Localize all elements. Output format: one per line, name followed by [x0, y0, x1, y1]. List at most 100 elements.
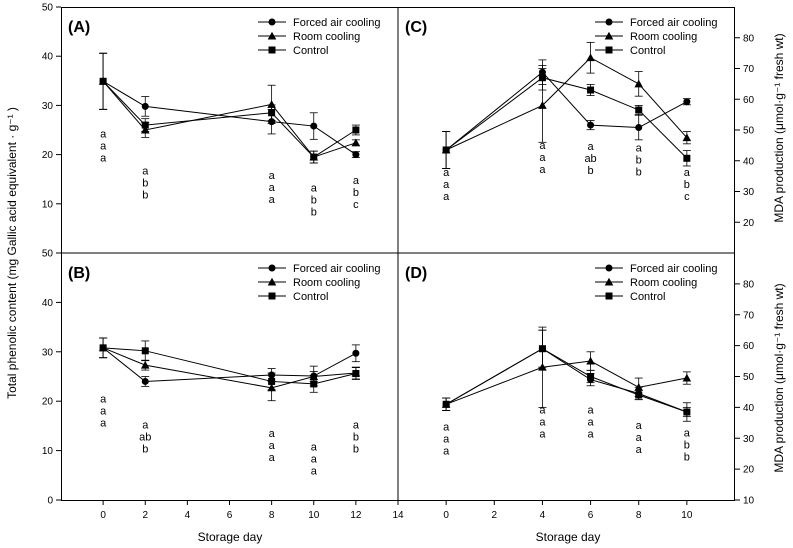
- legend-label: Forced air cooling: [293, 263, 380, 275]
- legend-label: Room cooling: [630, 277, 697, 289]
- significance-letter: a: [443, 179, 450, 191]
- significance-letter: a: [269, 182, 276, 194]
- significance-letter: a: [353, 419, 360, 431]
- data-point: [352, 349, 360, 357]
- significance-letter: a: [539, 152, 546, 164]
- x-tick-label: 2: [142, 510, 148, 521]
- significance-letter: a: [443, 434, 450, 446]
- series-control: [442, 65, 691, 169]
- significance-letter: a: [636, 432, 643, 444]
- series-room-cooling: [441, 326, 692, 411]
- significance-letter: a: [684, 167, 691, 179]
- significance-letter: b: [142, 177, 148, 189]
- significance-letter: a: [443, 446, 450, 458]
- legend-marker: [605, 46, 613, 54]
- x-tick-label: 10: [308, 510, 320, 521]
- legend-marker: [267, 31, 277, 40]
- series-line: [445, 57, 688, 151]
- panel-label-a: (A): [68, 19, 90, 36]
- y-tick-label: 30: [743, 434, 755, 445]
- significance-letter: b: [684, 179, 690, 191]
- significance-letter: b: [588, 165, 594, 177]
- legend-label: Forced air cooling: [630, 17, 717, 29]
- series-line: [102, 80, 357, 158]
- y-tick-label: 40: [743, 403, 755, 414]
- significance-letter: b: [142, 189, 148, 201]
- significance-letter: a: [100, 406, 107, 418]
- series-room-cooling: [98, 52, 361, 164]
- series-forced-air-cooling: [442, 59, 691, 169]
- y-tick-label: 10: [42, 446, 54, 457]
- panel-d: (D)0 2 4 6 8 101020304050607080aaaaaaaaaaaaab…: [405, 263, 755, 521]
- series-line: [102, 80, 357, 156]
- y-tick-label: 50: [743, 126, 755, 137]
- data-point: [635, 391, 643, 399]
- legend-marker: [605, 264, 613, 272]
- x-tick-label: 6: [588, 510, 594, 521]
- y-axis-title-right-bottom: MDA production (μmol·g⁻¹ fresh wt): [772, 283, 786, 472]
- y-tick-label: 20: [42, 397, 54, 408]
- significance-letter: a: [539, 140, 546, 152]
- significance-letter: b: [142, 443, 148, 455]
- significance-letter: a: [539, 164, 546, 176]
- data-point: [310, 380, 318, 388]
- significance-letter: b: [636, 167, 642, 179]
- legend-marker: [268, 264, 276, 272]
- series-line: [445, 348, 688, 413]
- series-room-cooling: [441, 41, 692, 169]
- panel-label-c: (C): [405, 19, 427, 36]
- data-point: [587, 86, 595, 94]
- data-point: [352, 370, 360, 378]
- y-tick-label: 70: [743, 64, 755, 75]
- y-tick-label: 80: [743, 33, 755, 44]
- significance-letter: a: [100, 128, 107, 140]
- significance-letter: b: [311, 207, 317, 219]
- data-point: [140, 360, 150, 369]
- data-point: [587, 121, 595, 129]
- y-axis-title-right-top: MDA production (μmol·g⁻¹ fresh wt): [772, 33, 786, 222]
- y-tick-label: 0: [47, 496, 53, 507]
- significance-letter: a: [684, 428, 691, 440]
- series-line: [102, 347, 356, 389]
- significance-letter: b: [684, 452, 690, 464]
- series-line: [445, 348, 688, 413]
- y-tick-label: 60: [743, 341, 755, 352]
- legend-marker: [267, 277, 277, 286]
- legend-marker: [605, 18, 613, 26]
- significance-letter: a: [539, 417, 546, 429]
- significance-letter: b: [353, 431, 359, 443]
- y-tick-label: 40: [42, 298, 54, 309]
- significance-letter: a: [311, 183, 318, 195]
- data-point: [538, 74, 546, 82]
- series-forced-air-cooling: [442, 329, 691, 418]
- x-tick-label: 6: [227, 510, 233, 521]
- x-tick-label: 2: [492, 510, 498, 521]
- significance-letter: a: [142, 165, 149, 177]
- legend-marker: [268, 292, 276, 300]
- significance-letter: b: [636, 155, 642, 167]
- significance-letter: b: [684, 440, 690, 452]
- data-point: [635, 124, 643, 132]
- legend-label: Room cooling: [630, 31, 697, 43]
- y-tick-label: 40: [743, 156, 755, 167]
- data-point: [351, 138, 361, 147]
- panel-label-d: (D): [405, 265, 427, 282]
- y-tick-label: 40: [42, 52, 54, 63]
- x-tick-label: 8: [269, 510, 275, 521]
- data-point: [682, 133, 692, 142]
- significance-letter: a: [100, 140, 107, 152]
- significance-letter: a: [443, 167, 450, 179]
- legend-label: Room cooling: [293, 277, 360, 289]
- y-axis-title-left: Total phenolic content (mg Gallic acid e…: [5, 107, 19, 399]
- legend-label: Control: [630, 45, 665, 57]
- significance-letter: c: [353, 199, 359, 211]
- significance-letter: a: [269, 194, 276, 206]
- significance-letter: a: [311, 454, 318, 466]
- y-tick-label: 30: [743, 187, 755, 198]
- data-point: [267, 100, 276, 108]
- data-point: [442, 146, 450, 154]
- significance-letter: a: [100, 394, 107, 406]
- significance-letter: ab: [139, 431, 151, 443]
